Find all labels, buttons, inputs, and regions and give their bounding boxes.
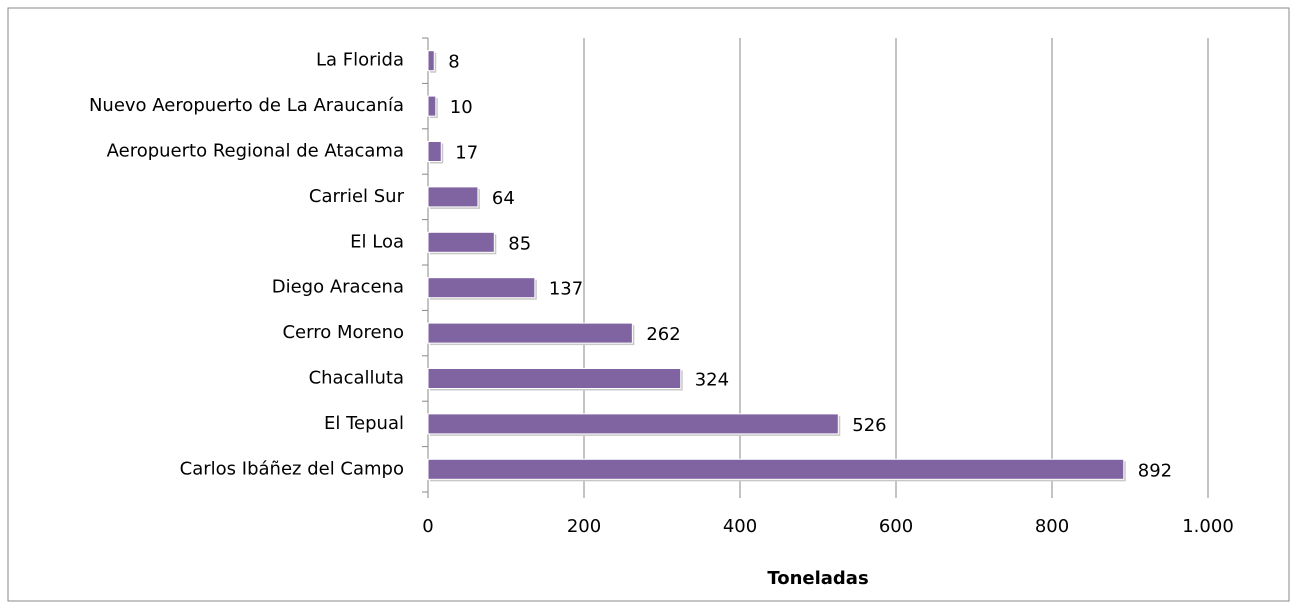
- y-tick-label: Diego Aracena: [272, 277, 404, 298]
- x-tick-label: 0: [422, 516, 433, 537]
- data-label: 324: [695, 370, 729, 391]
- data-label: 526: [852, 415, 886, 436]
- bar: [427, 413, 839, 435]
- x-tick-label: 800: [1035, 516, 1069, 537]
- y-tick-label: Nuevo Aeropuerto de La Araucanía: [89, 95, 404, 116]
- bar: [427, 186, 479, 208]
- data-label: 262: [646, 324, 680, 345]
- x-tick-label: 1.000: [1182, 516, 1234, 537]
- data-label: 85: [508, 233, 531, 254]
- data-label: 892: [1138, 460, 1172, 481]
- bar: [427, 458, 1125, 480]
- data-label: 8: [448, 52, 459, 73]
- bar: [427, 50, 435, 72]
- x-tick-label: 400: [723, 516, 757, 537]
- data-label: 17: [455, 143, 478, 164]
- y-tick-label: Aeropuerto Regional de Atacama: [107, 141, 404, 162]
- y-tick-label: El Tepual: [324, 413, 404, 434]
- data-label: 137: [549, 279, 583, 300]
- y-tick-label: Carriel Sur: [309, 186, 405, 207]
- data-label: 10: [450, 97, 473, 118]
- y-tick-label: Carlos Ibáñez del Campo: [180, 458, 404, 479]
- bar: [427, 141, 442, 162]
- y-tick-label: Cerro Moreno: [282, 322, 404, 343]
- chart-border: [7, 7, 1290, 602]
- y-tick-label: El Loa: [350, 231, 404, 252]
- x-axis-title: Toneladas: [767, 568, 868, 589]
- bar: [427, 277, 536, 299]
- x-tick-label: 200: [567, 516, 601, 537]
- y-tick-label: La Florida: [316, 50, 404, 71]
- data-label: 64: [492, 188, 515, 209]
- x-tick-label: 600: [879, 516, 913, 537]
- y-tick-label: Chacalluta: [309, 368, 404, 389]
- bar: [427, 368, 682, 389]
- bar: [427, 95, 437, 117]
- bar: [427, 231, 495, 253]
- bar: [427, 322, 633, 344]
